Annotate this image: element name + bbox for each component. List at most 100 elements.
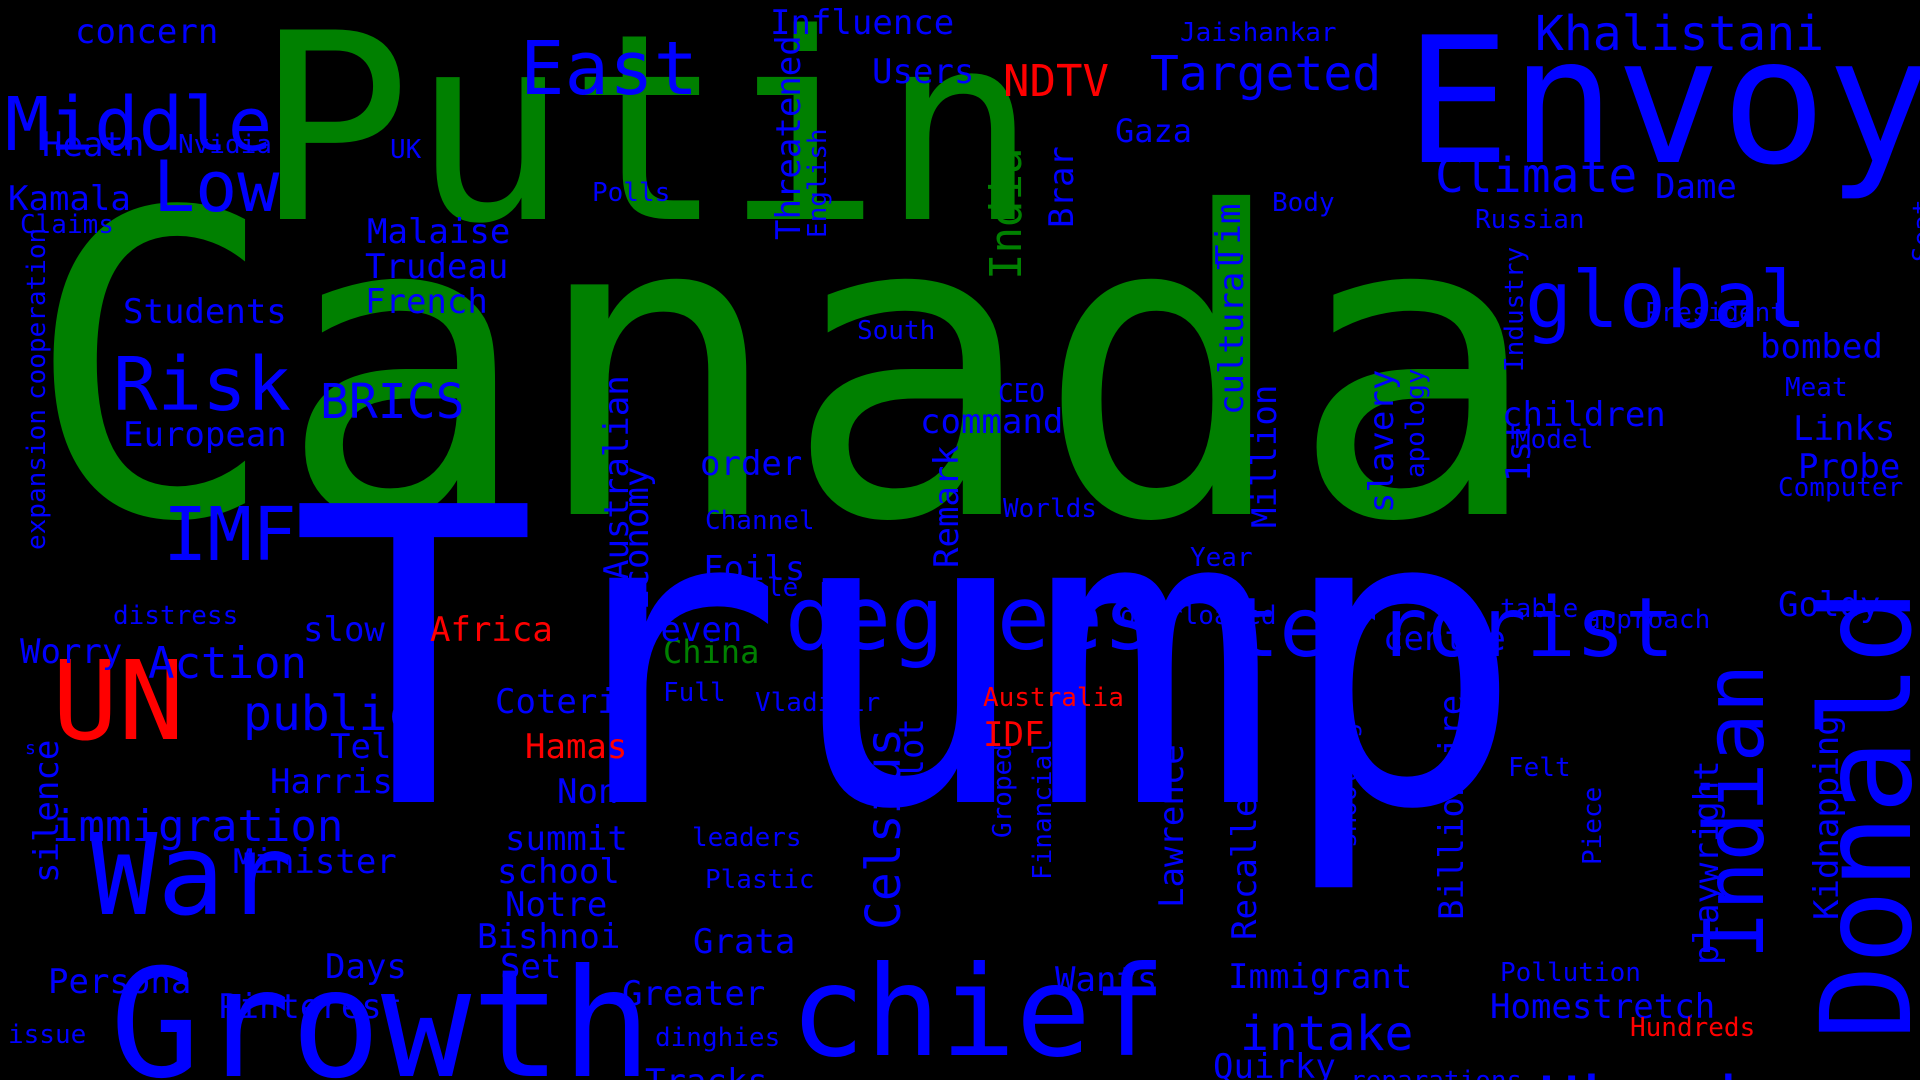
cloud-word: s [25, 738, 36, 759]
cloud-word: expansion [22, 409, 52, 550]
cloud-word: concern [75, 12, 219, 52]
cloud-word: Russian [1475, 205, 1585, 235]
cloud-word: Tell [330, 727, 412, 767]
cloud-word: IMF [163, 492, 297, 578]
cloud-word: Nvidia [178, 130, 272, 160]
cloud-word: Pinterest [218, 987, 403, 1027]
cloud-word: Foils [703, 549, 806, 589]
cloud-word: Khalistani [1535, 6, 1824, 62]
cloud-word: Pollution [1500, 958, 1641, 988]
cloud-word: Set [500, 947, 562, 987]
cloud-word: Students [123, 292, 287, 332]
cloud-word: Goldy [1778, 585, 1881, 625]
cloud-word: public [243, 686, 417, 742]
cloud-word: Wants [1055, 960, 1158, 1000]
cloud-word: chief [790, 940, 1167, 1080]
cloud-word: Kidnapping [1807, 715, 1847, 920]
cloud-word: Tracks [645, 1065, 768, 1080]
cloud-word: Influence [770, 3, 955, 43]
cloud-word: Piece [1578, 786, 1608, 865]
cloud-word: CEO [998, 379, 1045, 409]
cloud-word: shooting [1333, 722, 1363, 848]
cloud-word: Days [325, 947, 407, 987]
cloud-word: Plot [892, 718, 932, 800]
cloud-word: Claims [20, 210, 114, 240]
cloud-word: seven [640, 610, 743, 650]
cloud-word: approach [1585, 605, 1711, 635]
cloud-word: War [90, 811, 293, 941]
cloud-word: order [700, 444, 803, 484]
cloud-word: Africa [430, 610, 553, 650]
cloud-word: Notre [505, 885, 608, 925]
cloud-word: Worlds [1003, 494, 1097, 524]
cloud-word: overloaded [1120, 601, 1277, 631]
cloud-word: Grata [693, 922, 796, 962]
cloud-word: Meat [1785, 373, 1848, 403]
cloud-word: President [1645, 298, 1786, 328]
cloud-word: Coterie [495, 682, 639, 722]
cloud-word: Computer [1778, 473, 1904, 503]
cloud-word: Climate [1435, 148, 1638, 204]
cloud-word: European [123, 415, 287, 455]
cloud-word: silence [27, 739, 67, 883]
cloud-word: Quirky [1213, 1047, 1336, 1080]
cloud-word: reparations [1350, 1068, 1522, 1080]
cloud-word: Felt [1508, 753, 1571, 783]
cloud-word: NDTV [1003, 56, 1109, 107]
cloud-word: East [520, 26, 699, 112]
cloud-word: Risk [113, 342, 292, 428]
cloud-word: leaders [692, 823, 802, 853]
cloud-word: Lawrence [1152, 744, 1192, 908]
cloud-word: Gaza [1115, 112, 1193, 150]
cloud-word: Canada [25, 125, 1543, 614]
cloud-word: Envoy [1405, 1, 1920, 204]
cloud-word: dinghies [655, 1023, 781, 1053]
cloud-word: degrees [785, 567, 1156, 670]
cloud-word: issue [8, 1020, 87, 1050]
cloud-word: Economy [617, 466, 657, 610]
cloud-word: Plastic [705, 865, 815, 895]
cloud-word: Action [148, 638, 307, 689]
cloud-word: children [1502, 395, 1666, 435]
cloud-word: terrorist [1230, 581, 1675, 676]
cloud-word: BRICS [320, 374, 465, 430]
cloud-word: immigration [52, 801, 344, 852]
cloud-word: Homestretch [1490, 987, 1716, 1027]
cloud-word: distress [113, 601, 239, 631]
cloud-word: Brar [1042, 146, 1082, 228]
cloud-word: Users [872, 52, 975, 92]
cloud-word: UK [390, 135, 422, 165]
cloud-word: table [1500, 594, 1579, 624]
cloud-word: global [1525, 256, 1807, 346]
cloud-word: Non [557, 772, 619, 812]
cloud-word: Putin [255, 0, 1038, 281]
cloud-word: Malaise [367, 212, 511, 252]
cloud-word: Hamas [525, 727, 628, 767]
cloud-word: Immigrant [1228, 957, 1413, 997]
cloud-word: Bishnoi [477, 917, 621, 957]
cloud-word: Kamala [8, 179, 131, 219]
cloud-word: Greater [622, 974, 766, 1014]
cloud-word: Jaishankar [1180, 18, 1337, 48]
cloud-word: bombed [1760, 327, 1883, 367]
cloud-word: Persona [48, 962, 192, 1002]
cloud-word: Industry [1500, 246, 1530, 372]
cloud-word: Probe [1798, 447, 1901, 487]
cloud-word: slavery [1362, 369, 1402, 513]
cloud-word: Seat [1908, 199, 1920, 262]
cloud-word: centre [1383, 619, 1506, 659]
cloud-word: Dame [1655, 167, 1737, 207]
cloud-word: Heath [42, 125, 145, 165]
cloud-word: school [497, 852, 620, 892]
cloud-word: Model [1515, 425, 1594, 455]
cloud-word: South [857, 316, 936, 346]
cloud-word: Harris [270, 762, 393, 802]
cloud-word: command [920, 402, 1064, 442]
cloud-word: Year [1190, 543, 1253, 573]
cloud-word: Ukraine [1538, 1068, 1833, 1080]
cloud-word: apology [1401, 368, 1431, 478]
cloud-word: Hundreds [1630, 1013, 1756, 1043]
cloud-word: Low [153, 146, 280, 228]
cloud-word: IDF [983, 715, 1045, 755]
cloud-word: Worry [20, 632, 123, 672]
